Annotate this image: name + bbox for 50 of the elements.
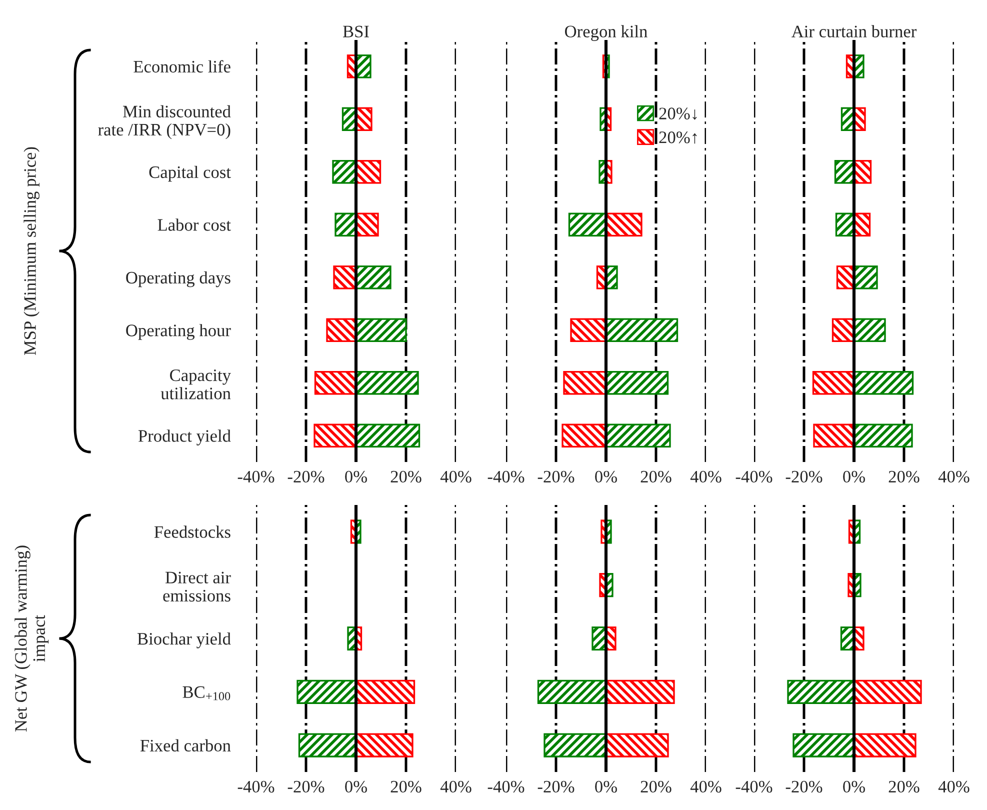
x-tick-label: 20% [390,780,422,793]
legend-label: 20%↑ [659,132,697,144]
x-tick-label: -20% [786,470,822,483]
x-tick-label: 40% [440,780,472,793]
x-tick-label: -20% [786,780,822,793]
y-tick-label: BC$_{+100}$ [182,686,230,700]
x-tick-label: 0% [345,470,367,483]
y-tick-label: Operating days [126,271,230,288]
y-axis-title: MSP (Minimum selling price) [24,147,40,356]
x-tick-label: -20% [538,780,574,793]
x-tick-label: 20% [390,470,422,483]
y-tick-label: Capacity utilization [160,369,231,400]
y-tick-label: Min discounted rate /IRR (NPV=0) [98,105,231,140]
x-tick-label: 0% [595,780,617,793]
x-tick-label: 20% [640,470,672,483]
x-tick-label: 40% [690,780,722,793]
x-tick-label: 20% [640,780,672,793]
x-tick-label: -40% [488,470,524,483]
chart-title: Air curtain burner [792,25,917,38]
y-tick-label: Biochar yield [137,632,231,648]
y-tick-label: Product yield [138,430,231,446]
x-tick-label: 0% [595,470,617,483]
x-tick-label: 40% [440,470,472,483]
x-tick-label: 0% [843,470,865,483]
y-tick-label: Economic life [134,60,230,73]
x-tick-label: 40% [938,780,970,793]
y-tick-label: Labor cost [158,218,231,231]
x-tick-label: -40% [488,780,524,793]
chart-title: Oregon kiln [565,25,648,41]
x-tick-label: -40% [736,470,772,483]
x-tick-label: 40% [938,470,970,483]
x-tick-label: 20% [888,470,920,483]
y-tick-label: Direct air emissions [163,572,231,602]
x-tick-label: -20% [288,470,324,483]
x-tick-label: -40% [238,470,274,483]
x-tick-label: 0% [843,780,865,793]
x-tick-label: -20% [538,470,574,483]
y-tick-label: Fixed carbon [140,739,231,752]
legend-label: 20%↓ [659,108,697,120]
y-tick-label: Feedstocks [154,526,230,538]
x-tick-label: 40% [690,470,722,483]
x-tick-label: -40% [736,780,772,793]
x-tick-label: 20% [888,780,920,793]
x-tick-label: -20% [288,780,324,793]
chart-title: BSI [342,26,369,38]
y-tick-label: Operating hour [126,324,231,340]
x-tick-label: 0% [345,780,367,793]
y-tick-label: Capital cost [149,166,231,182]
x-tick-label: -40% [238,780,274,793]
y-axis-title: Net GW (Global warming) impact [14,546,49,732]
